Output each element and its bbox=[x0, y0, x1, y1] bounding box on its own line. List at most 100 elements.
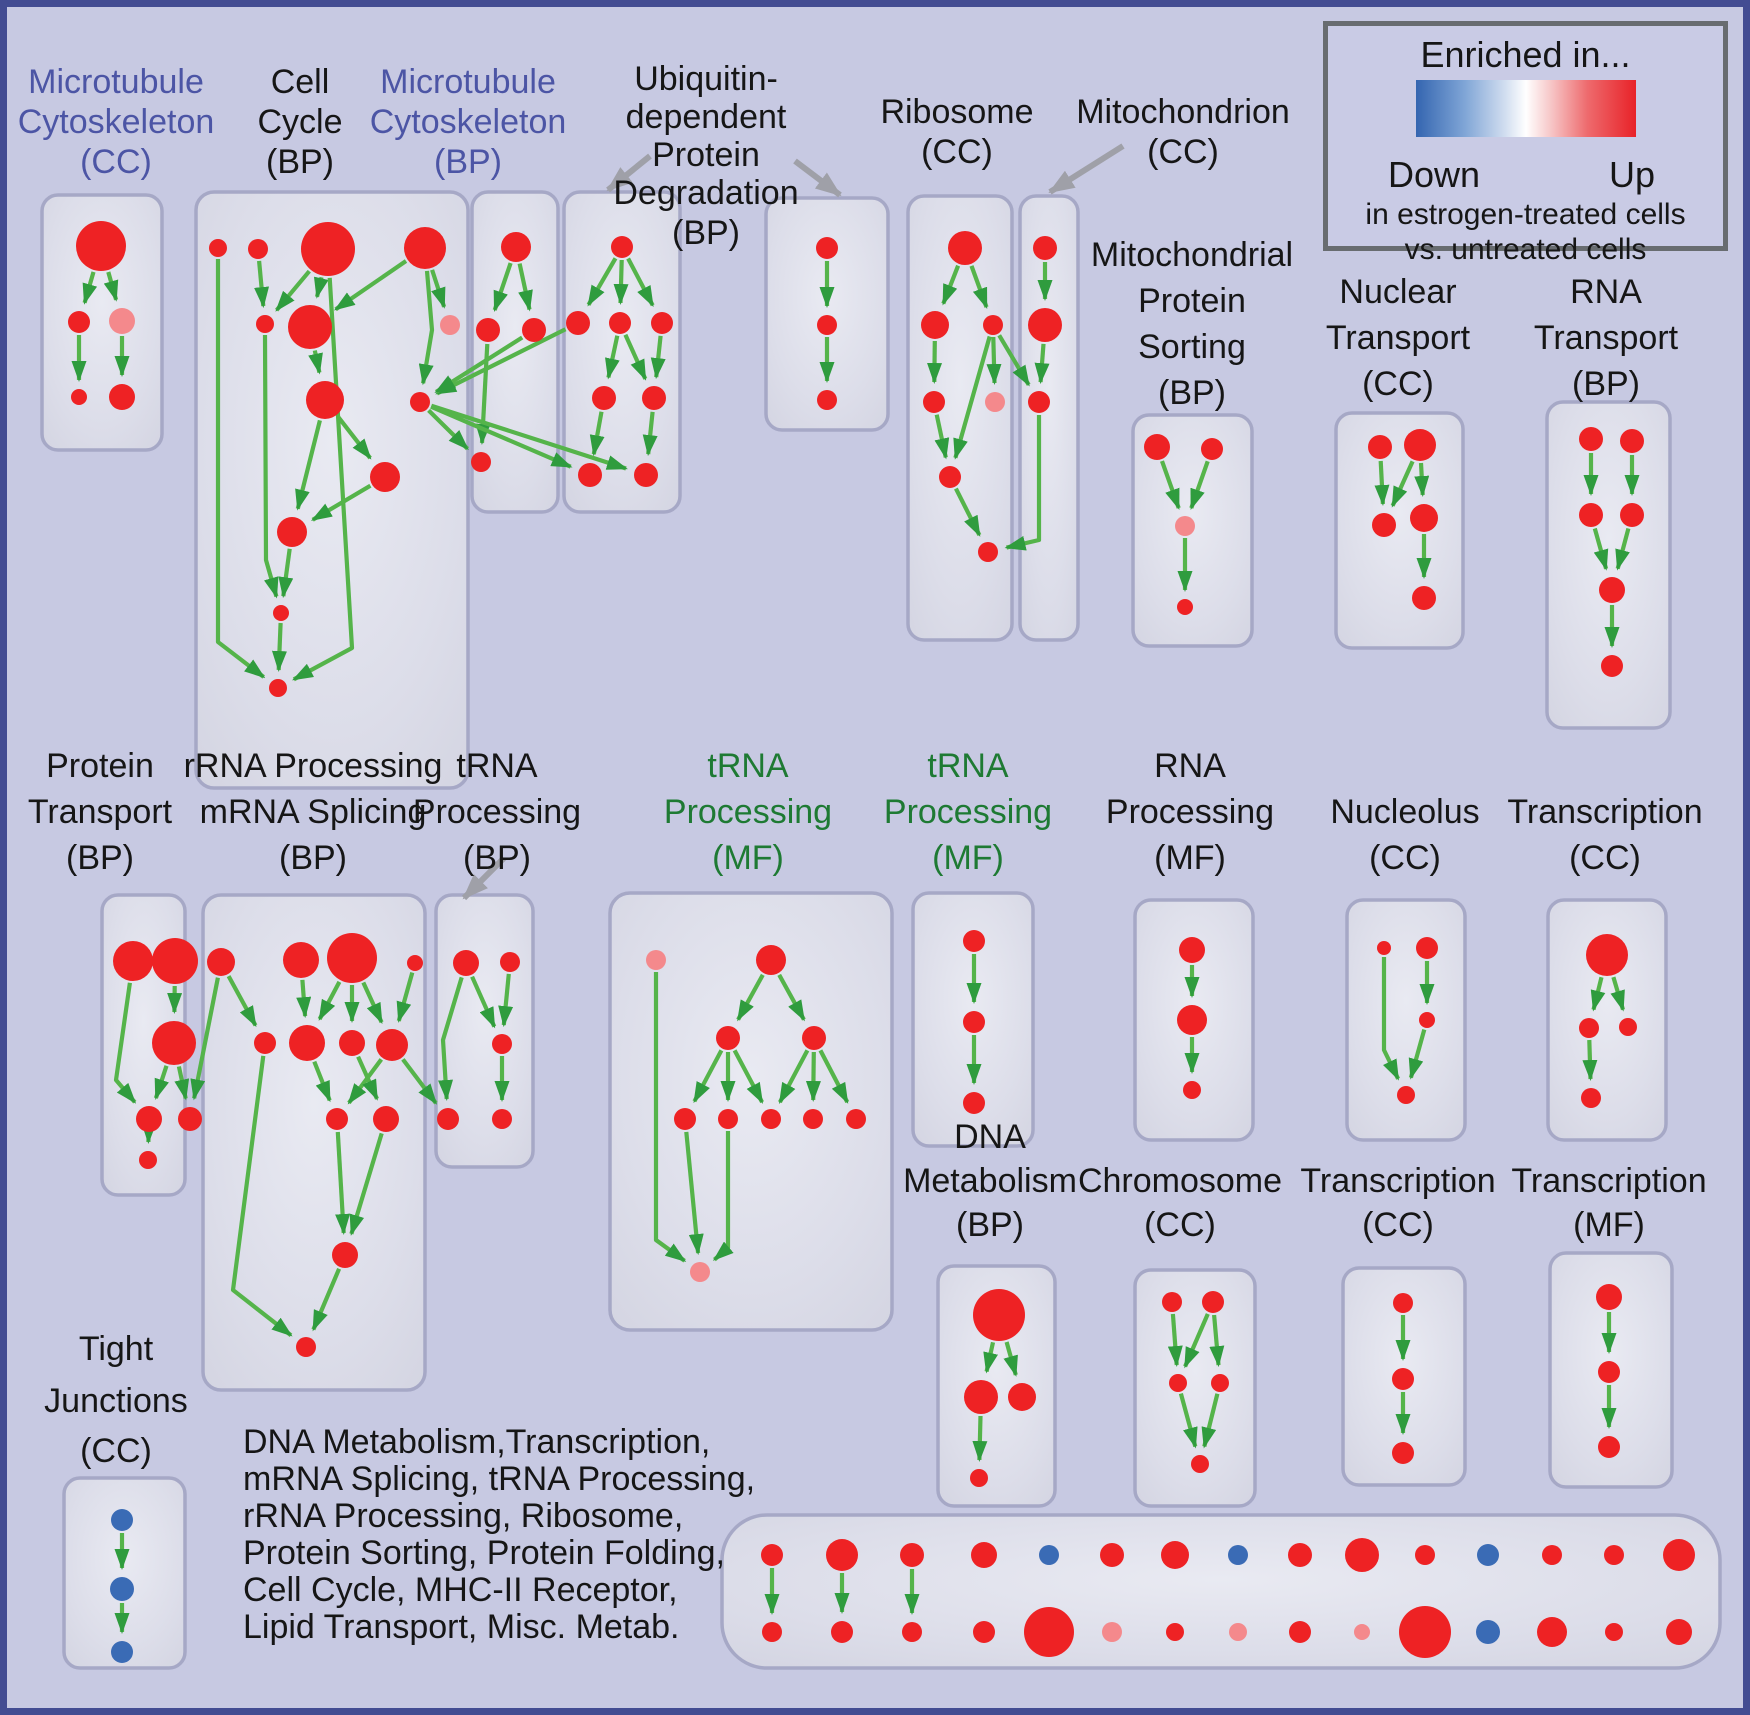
cluster-box-rna-transport-bp bbox=[1545, 400, 1672, 730]
legend-subtitle-1: in estrogen-treated cells bbox=[1365, 198, 1686, 231]
relation-edge bbox=[1201, 1393, 1220, 1449]
go-term-node bbox=[690, 1262, 710, 1282]
relation-edge bbox=[113, 982, 137, 1104]
go-term-node bbox=[921, 311, 949, 339]
go-term-node bbox=[1596, 1284, 1622, 1310]
cluster-label-rrna-processing-mrna-splicing-bp: mRNA Splicing bbox=[200, 793, 427, 831]
go-term-node bbox=[1579, 427, 1603, 451]
relation-edge bbox=[650, 335, 666, 380]
go-term-node bbox=[522, 318, 546, 342]
go-term-node bbox=[902, 1622, 922, 1642]
relation-edge bbox=[1582, 1039, 1598, 1081]
cluster-label-rna-transport-bp: (BP) bbox=[1572, 365, 1640, 403]
cluster-box-ubiquitin-degradation-bp-2 bbox=[764, 196, 890, 432]
cluster-label-dna-metabolism-bp: Metabolism bbox=[903, 1162, 1077, 1200]
go-term-node bbox=[1412, 586, 1436, 610]
relation-edge bbox=[153, 1065, 169, 1101]
go-term-node bbox=[646, 950, 666, 970]
relation-edge bbox=[430, 404, 573, 469]
cluster-label-microtubule-cytoskeleton-cc: (CC) bbox=[80, 143, 152, 181]
go-term-node bbox=[1415, 1545, 1435, 1565]
cluster-box-misc-metabolism-group bbox=[720, 1513, 1722, 1670]
go-term-node bbox=[209, 239, 227, 257]
misc-list-line: Protein Sorting, Protein Folding, bbox=[243, 1534, 725, 1572]
edges bbox=[71, 143, 1640, 1634]
go-term-node bbox=[1169, 1374, 1187, 1392]
go-term-node bbox=[501, 232, 531, 262]
relation-edge bbox=[308, 350, 323, 375]
relation-edge bbox=[1209, 1314, 1225, 1368]
cluster-label-rrna-processing-mrna-splicing-bp: rRNA Processing bbox=[184, 747, 443, 785]
go-term-node bbox=[1175, 516, 1195, 536]
go-term-node bbox=[985, 392, 1005, 412]
go-term-node bbox=[1179, 937, 1205, 963]
relation-edge bbox=[295, 419, 322, 511]
cluster-label-transcription-cc-upper: Transcription bbox=[1507, 793, 1702, 831]
go-term-node bbox=[900, 1543, 924, 1567]
go-term-node bbox=[1598, 1361, 1620, 1383]
cluster-label-nucleolus-cc: Nucleolus bbox=[1330, 793, 1479, 831]
relation-edge bbox=[498, 973, 514, 1028]
go-term-node bbox=[296, 1337, 316, 1357]
cluster-label-mitochondrion-cc: (CC) bbox=[1147, 133, 1219, 171]
go-term-node bbox=[1377, 941, 1391, 955]
cluster-label-nucleolus-cc: (CC) bbox=[1369, 839, 1441, 877]
go-term-node bbox=[1579, 503, 1603, 527]
cluster-label-transcription-cc-upper: (CC) bbox=[1569, 839, 1641, 877]
go-term-node bbox=[1008, 1383, 1036, 1411]
go-term-node bbox=[1289, 1621, 1311, 1643]
cluster-label-ribosome-cc: (CC) bbox=[921, 133, 993, 171]
go-term-node bbox=[1537, 1617, 1567, 1647]
go-term-node bbox=[410, 392, 430, 412]
relation-edge bbox=[653, 972, 687, 1263]
relation-edge bbox=[642, 411, 658, 457]
go-term-node bbox=[1183, 1081, 1201, 1099]
go-term-node bbox=[963, 1011, 985, 1033]
go-term-node bbox=[963, 930, 985, 952]
relation-edge bbox=[934, 414, 950, 460]
relation-edge bbox=[418, 270, 435, 386]
go-term-node bbox=[1288, 1543, 1312, 1567]
relation-edge bbox=[254, 260, 270, 309]
relation-edge bbox=[434, 335, 524, 394]
cluster-label-trna-processing-mf-1: Processing bbox=[664, 793, 832, 831]
relation-edge bbox=[712, 1131, 734, 1262]
go-term-node bbox=[248, 239, 268, 259]
cluster-label-ubiquitin-degradation-bp: Protein bbox=[652, 136, 760, 174]
go-term-node bbox=[1354, 1624, 1370, 1640]
go-term-node bbox=[651, 312, 673, 334]
go-term-node bbox=[254, 1032, 276, 1054]
go-term-node bbox=[109, 308, 135, 334]
cluster-label-trna-processing-mf-1: (MF) bbox=[712, 839, 784, 877]
label-pointer-arrow bbox=[461, 855, 507, 901]
cluster-box-dna-metabolism-bp bbox=[936, 1264, 1057, 1508]
go-term-node bbox=[407, 955, 423, 971]
go-term-node bbox=[339, 1030, 365, 1056]
go-term-node bbox=[642, 386, 666, 410]
cluster-label-protein-transport-bp: Transport bbox=[28, 793, 173, 831]
go-term-node bbox=[1542, 1545, 1562, 1565]
go-term-node bbox=[1229, 1623, 1247, 1641]
relation-edge bbox=[230, 1055, 293, 1337]
go-term-node bbox=[611, 236, 633, 258]
cluster-label-tight-junctions-cc: Tight bbox=[79, 1330, 154, 1368]
legend-down-label: Down bbox=[1388, 154, 1481, 195]
go-term-node bbox=[76, 221, 126, 271]
relation-edge bbox=[1189, 460, 1210, 510]
go-term-node bbox=[1477, 1544, 1499, 1566]
relation-edge bbox=[1167, 1313, 1183, 1367]
go-term-node bbox=[269, 679, 287, 697]
go-term-node bbox=[1419, 1012, 1435, 1028]
cluster-label-cell-cycle-bp: Cycle bbox=[257, 103, 342, 141]
go-term-node bbox=[136, 1106, 162, 1132]
relation-edge bbox=[953, 335, 992, 460]
legend-gradient-bar bbox=[1416, 80, 1636, 137]
go-term-node bbox=[948, 231, 982, 265]
relation-edge bbox=[986, 336, 1002, 385]
cluster-label-trna-processing-mf-1: tRNA bbox=[707, 747, 789, 785]
go-term-node bbox=[110, 1577, 134, 1601]
cluster-label-trna-processing-mf-2: tRNA bbox=[927, 747, 1009, 785]
go-term-node bbox=[1404, 429, 1436, 461]
misc-list-line: mRNA Splicing, tRNA Processing, bbox=[243, 1460, 756, 1498]
go-term-node bbox=[109, 384, 135, 410]
